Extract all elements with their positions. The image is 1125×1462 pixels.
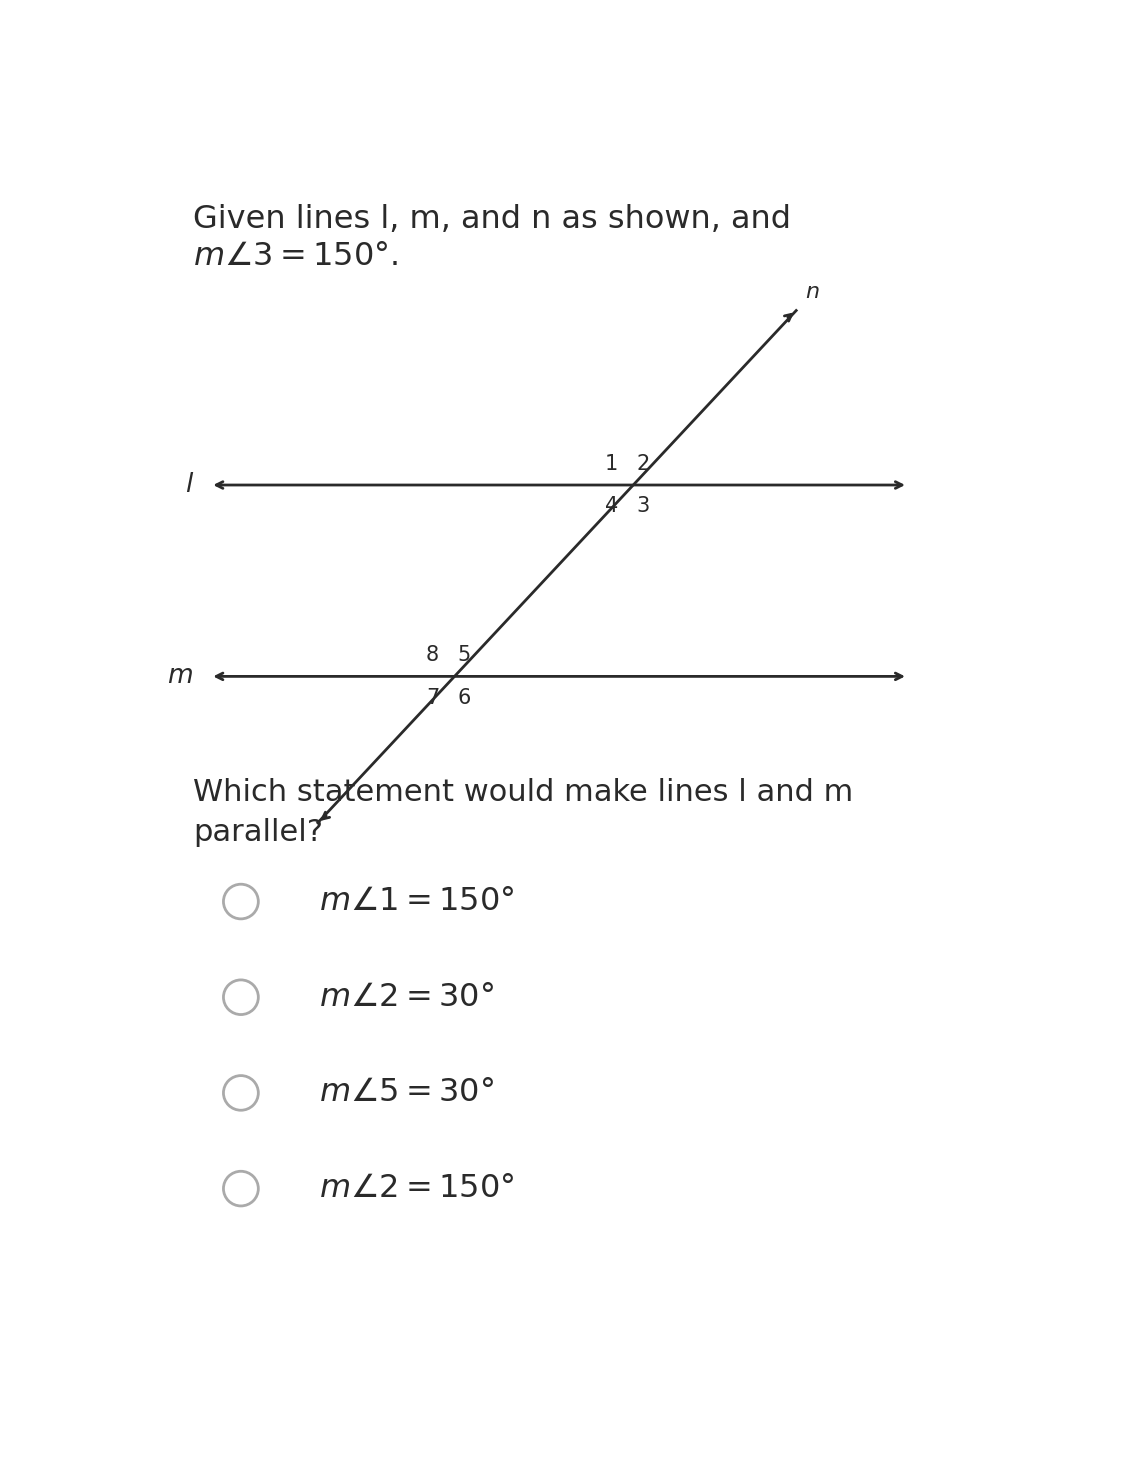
Text: $m\angle5 = 30°$: $m\angle5 = 30°$: [319, 1077, 495, 1108]
Text: Given lines l, m, and n as shown, and: Given lines l, m, and n as shown, and: [193, 203, 791, 234]
Text: 7: 7: [426, 687, 439, 708]
Text: 1: 1: [605, 453, 618, 474]
Text: 6: 6: [458, 687, 471, 708]
Text: 2: 2: [637, 453, 650, 474]
Text: 5: 5: [458, 645, 471, 665]
Text: 3: 3: [637, 496, 650, 516]
Text: 4: 4: [605, 496, 618, 516]
Text: m: m: [168, 664, 194, 690]
Text: Which statement would make lines l and m
parallel?: Which statement would make lines l and m…: [193, 778, 853, 846]
Text: $m\angle1 = 150°$: $m\angle1 = 150°$: [319, 886, 515, 917]
Text: $m\angle2 = 30°$: $m\angle2 = 30°$: [319, 981, 495, 1013]
Text: l: l: [186, 472, 193, 499]
Text: $m\angle3 = 150°.$: $m\angle3 = 150°.$: [193, 241, 398, 272]
Text: n: n: [804, 282, 819, 301]
Text: $m\angle2 = 150°$: $m\angle2 = 150°$: [319, 1173, 515, 1205]
Text: 8: 8: [426, 645, 439, 665]
